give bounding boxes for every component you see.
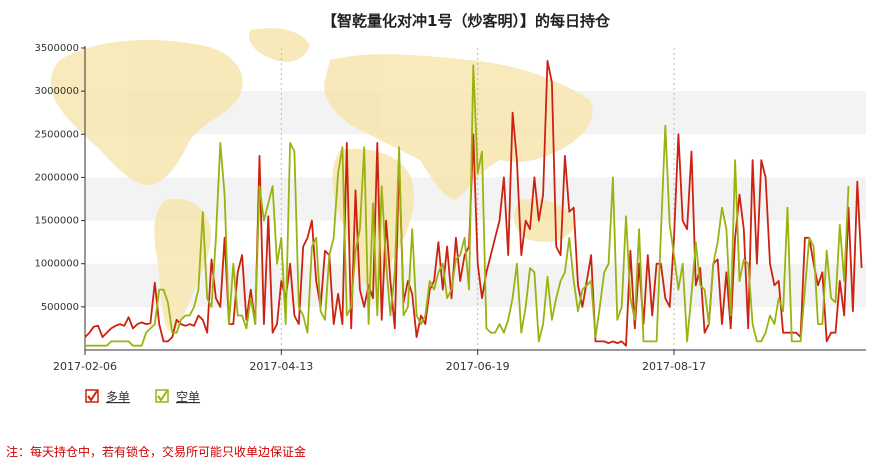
x-tick-label: 2017-08-17: [642, 360, 706, 373]
legend-item-short[interactable]: 空单: [155, 389, 200, 404]
x-tick-label: 2017-06-19: [446, 360, 510, 373]
check-icon: [157, 390, 168, 402]
y-tick-label: 500000: [41, 302, 79, 313]
y-axis-ticks: 500000 1000000 1500000 2000000 2500000 300000…: [34, 43, 85, 313]
y-tick-label: 1500000: [34, 216, 79, 227]
footer-note: 注：每天持仓中，若有锁仓，交易所可能只收单边保证金: [6, 444, 306, 459]
legend-swatch-short: [155, 389, 169, 403]
legend-swatch-long: [85, 389, 99, 403]
x-axis-ticks: 2017-02-06 2017-04-13 2017-06-19 2017-08-17: [53, 350, 706, 373]
check-icon: [87, 390, 98, 402]
legend-label-long: 多单: [106, 390, 130, 404]
y-tick-label: 2500000: [34, 129, 79, 140]
legend-item-long[interactable]: 多单: [85, 389, 130, 404]
series-line-short: [85, 64, 850, 347]
y-tick-label: 3000000: [34, 86, 79, 97]
x-tick-label: 2017-04-13: [249, 360, 313, 373]
x-tick-label: 2017-02-06: [53, 360, 117, 373]
series-lines: [84, 60, 863, 347]
axes: [84, 46, 866, 351]
vertical-gridlines: [280, 48, 675, 350]
series-line-long: [84, 60, 863, 347]
legend: 多单 空单: [85, 389, 200, 404]
legend-label-short: 空单: [176, 390, 200, 404]
chart-title: 【智乾量化对冲1号（炒客明）】的每日持仓: [322, 12, 611, 30]
world-map-watermark: [50, 28, 593, 331]
y-tick-label: 3500000: [34, 43, 79, 54]
y-tick-label: 1000000: [34, 259, 79, 270]
y-tick-label: 2000000: [34, 172, 79, 183]
